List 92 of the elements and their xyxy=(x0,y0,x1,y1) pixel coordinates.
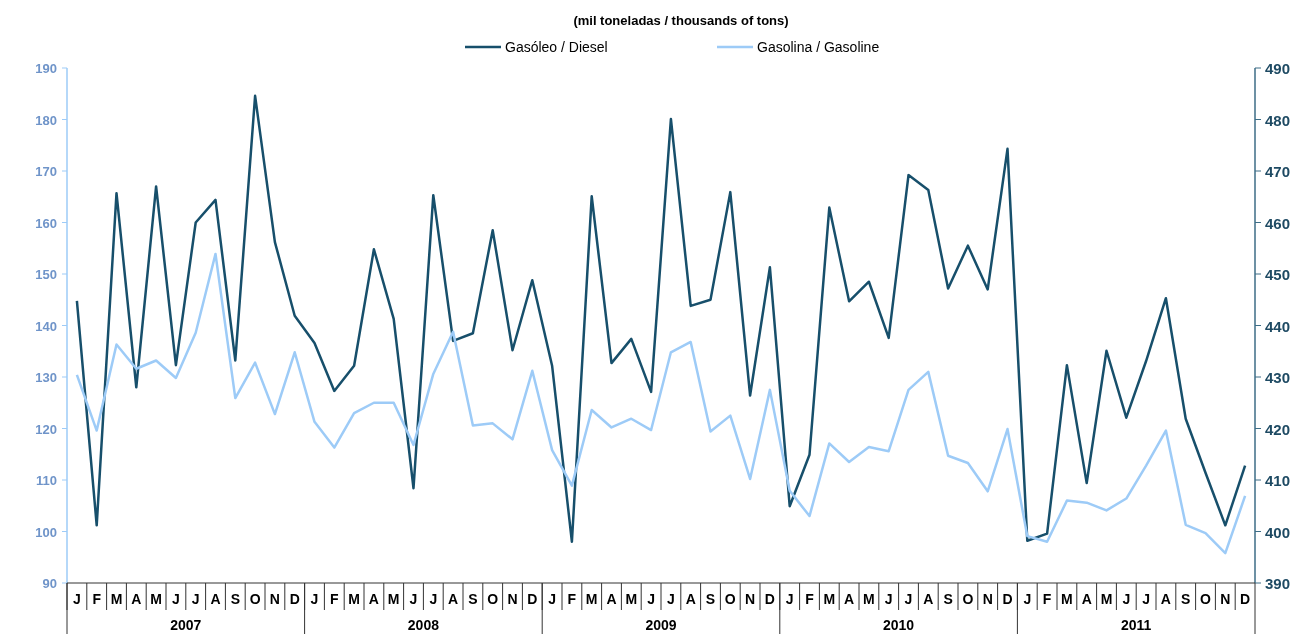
x-tick-label: A xyxy=(210,591,221,607)
text: 2011 xyxy=(1121,617,1152,633)
y2-tick-label: 400 xyxy=(1265,523,1291,541)
x-tick-label: M xyxy=(150,591,162,607)
x-tick-label: M xyxy=(863,591,875,607)
x-tick-label: J xyxy=(884,591,893,607)
y-tick-label: 150 xyxy=(35,267,57,282)
x-tick-label: M xyxy=(625,591,638,607)
x-tick-label: J xyxy=(1122,591,1131,607)
legend-label: Gasolina / Gasoline xyxy=(757,39,880,55)
y-tick-label: 180 xyxy=(35,112,57,128)
x-tick-label: O xyxy=(1200,591,1212,607)
x-tick-label: N xyxy=(269,591,280,607)
y2-tick-label: 420 xyxy=(1265,420,1291,438)
x-tick-label: D xyxy=(1002,591,1013,607)
x-tick-label: M xyxy=(585,591,598,607)
x-tick-label: J xyxy=(785,591,794,607)
x-tick-label: M xyxy=(1100,591,1113,607)
x-tick-label: M xyxy=(1061,591,1073,607)
y-tick-label: 190 xyxy=(35,61,57,76)
y2-tick-label: 410 xyxy=(1265,472,1291,489)
y2-tick-label: 480 xyxy=(1265,111,1291,129)
x-tick-label: J xyxy=(191,591,200,607)
y-tick-label: 100 xyxy=(35,524,57,540)
x-tick-label: S xyxy=(230,591,240,607)
x-tick-label: J xyxy=(1023,591,1032,607)
x-tick-label: N xyxy=(507,591,518,607)
x-tick-label: D xyxy=(527,591,538,607)
x-tick-label: J xyxy=(904,591,913,607)
x-tick-label: A xyxy=(606,591,617,607)
x-tick-label: J xyxy=(73,591,81,607)
x-tick-label: O xyxy=(487,591,499,607)
x-tick-label: J xyxy=(667,591,675,607)
x-tick-label: J xyxy=(409,591,418,607)
x-tick-label: M xyxy=(348,591,360,607)
x-tick-label: D xyxy=(1240,591,1251,607)
x-tick-label: J xyxy=(172,591,180,607)
y-tick-label: 130 xyxy=(35,370,57,385)
x-tick-label: A xyxy=(368,591,379,607)
x-tick-label: M xyxy=(110,591,123,607)
x-tick-label: N xyxy=(1220,591,1231,607)
text: 2009 xyxy=(645,617,677,633)
y-tick-label: 140 xyxy=(35,318,57,334)
x-tick-label: D xyxy=(289,591,300,607)
x-tick-label: A xyxy=(685,591,696,607)
y-tick-label: 110 xyxy=(36,473,57,488)
x-tick-label: J xyxy=(1142,591,1150,607)
x-tick-label: A xyxy=(1160,591,1171,607)
x-tick-label: M xyxy=(387,591,400,607)
x-tick-label: S xyxy=(468,591,478,607)
x-tick-label: A xyxy=(448,591,459,607)
x-tick-label: F xyxy=(330,591,340,607)
y2-tick-label: 470 xyxy=(1265,163,1291,180)
x-tick-label: O xyxy=(249,591,261,607)
x-tick-label: D xyxy=(764,591,775,607)
line-series xyxy=(75,94,1247,544)
x-tick-label: J xyxy=(548,591,556,607)
y-tick-label: 120 xyxy=(35,421,57,437)
y-tick-label: 90 xyxy=(42,576,57,591)
x-tick-label: F xyxy=(805,591,815,607)
x-tick-label: N xyxy=(745,591,756,607)
x-tick-label: J xyxy=(647,591,655,607)
x-tick-label: S xyxy=(705,591,716,607)
text: 2008 xyxy=(407,617,440,633)
y2-tick-label: 490 xyxy=(1265,60,1291,77)
x-tick-label: A xyxy=(131,591,142,607)
x-tick-label: J xyxy=(429,591,438,607)
y2-tick-label: 440 xyxy=(1265,317,1291,335)
x-tick-label: A xyxy=(1081,591,1092,607)
y2-tick-label: 390 xyxy=(1265,575,1291,592)
y2-tick-label: 430 xyxy=(1265,369,1291,386)
x-tick-label: N xyxy=(982,591,993,607)
x-tick-label: F xyxy=(567,591,577,607)
y-tick-label: 160 xyxy=(35,215,57,231)
x-tick-label: A xyxy=(844,591,855,607)
x-tick-label: M xyxy=(823,591,836,607)
text: 2010 xyxy=(883,617,915,633)
x-tick-label: S xyxy=(1181,591,1191,607)
legend-label: Gasóleo / Diesel xyxy=(505,39,608,55)
x-tick-label: F xyxy=(1042,591,1052,607)
text: 2007 xyxy=(170,617,202,633)
x-tick-label: O xyxy=(962,591,974,607)
x-tick-label: A xyxy=(923,591,934,607)
line-series xyxy=(75,252,1247,555)
x-tick-label: O xyxy=(724,591,736,607)
y2-tick-label: 450 xyxy=(1265,266,1291,283)
y2-tick-label: 460 xyxy=(1265,214,1291,232)
x-tick-label: J xyxy=(310,591,319,607)
x-tick-label: S xyxy=(943,591,953,607)
x-tick-label: F xyxy=(92,591,102,607)
y-tick-label: 170 xyxy=(35,164,57,179)
chart-title: (mil toneladas / thousands of tons) xyxy=(573,13,789,28)
